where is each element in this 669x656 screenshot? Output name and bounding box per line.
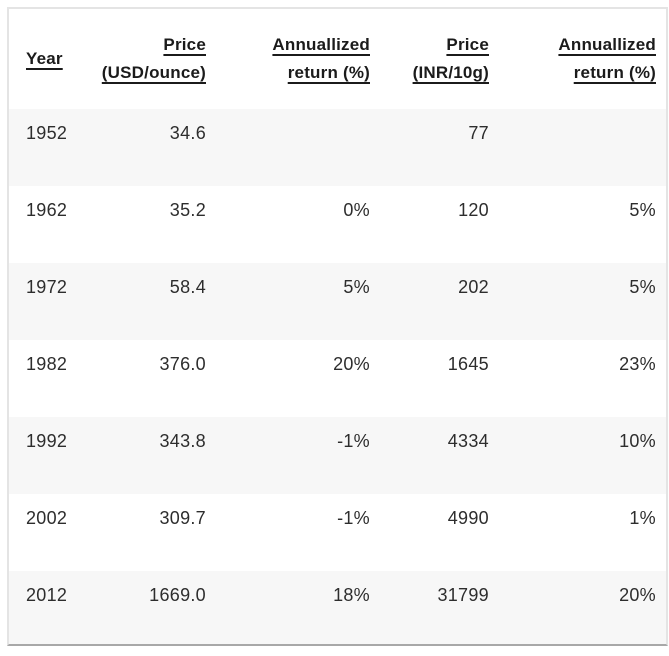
cell-price-inr: 77: [468, 123, 489, 143]
cell-year: 2012: [26, 585, 68, 605]
header-label-line2: (INR/10g): [412, 63, 489, 82]
cell-price-usd: 58.4: [169, 277, 206, 297]
cell-price-inr: 4990: [447, 508, 489, 528]
table-row: 1952 34.6 77: [9, 109, 666, 186]
cell-price-inr: 4334: [447, 431, 489, 451]
column-header-price-inr[interactable]: Price (INR/10g): [380, 9, 499, 109]
cell-year: 1952: [26, 123, 68, 143]
header-label: Price: [163, 35, 206, 54]
cell-return-inr: 5%: [629, 200, 656, 220]
cell-return-inr: [499, 109, 666, 186]
table-body: 1952 34.6 77 1962 35.2 0% 120 5% 1972 58…: [9, 109, 666, 644]
table-row: 2012 1669.0 18% 31799 20%: [9, 571, 666, 644]
gold-price-table: Year Price (USD/ounce) Annuallized retur…: [7, 7, 668, 646]
cell-price-inr: 202: [458, 277, 489, 297]
table-row: 1962 35.2 0% 120 5%: [9, 186, 666, 263]
cell-return-usd: 5%: [343, 277, 370, 297]
cell-return-usd: -1%: [337, 431, 370, 451]
cell-year: 2002: [26, 508, 68, 528]
cell-return-usd: 18%: [333, 585, 370, 605]
table-row: 1982 376.0 20% 1645 23%: [9, 340, 666, 417]
cell-return-inr: 23%: [619, 354, 656, 374]
header-label: Annuallized: [272, 35, 370, 54]
cell-price-usd: 1669.0: [149, 585, 206, 605]
cell-year: 1992: [26, 431, 68, 451]
cell-return-inr: 20%: [619, 585, 656, 605]
cell-price-usd: 34.6: [169, 123, 206, 143]
cell-price-usd: 376.0: [159, 354, 206, 374]
cell-price-usd: 343.8: [159, 431, 206, 451]
column-header-return-inr[interactable]: Annuallized return (%): [499, 9, 666, 109]
cell-return-usd: -1%: [337, 508, 370, 528]
header-label-line2: (USD/ounce): [101, 63, 206, 82]
column-header-year[interactable]: Year: [9, 9, 91, 109]
cell-return-usd: 20%: [333, 354, 370, 374]
table-row: 1992 343.8 -1% 4334 10%: [9, 417, 666, 494]
header-label: Annuallized: [558, 35, 656, 54]
cell-return-inr: 1%: [629, 508, 656, 528]
column-header-return-usd[interactable]: Annuallized return (%): [216, 9, 380, 109]
cell-year: 1982: [26, 354, 68, 374]
cell-return-usd: [216, 109, 380, 186]
table-header-row: Year Price (USD/ounce) Annuallized retur…: [9, 9, 666, 109]
cell-year: 1972: [26, 277, 68, 297]
header-label: Price: [446, 35, 489, 54]
header-label-line2: return (%): [287, 63, 370, 82]
table-row: 1972 58.4 5% 202 5%: [9, 263, 666, 340]
table-row: 2002 309.7 -1% 4990 1%: [9, 494, 666, 571]
header-label-line2: return (%): [573, 63, 656, 82]
cell-price-inr: 120: [458, 200, 489, 220]
cell-return-inr: 5%: [629, 277, 656, 297]
column-header-price-usd[interactable]: Price (USD/ounce): [91, 9, 216, 109]
cell-price-usd: 35.2: [169, 200, 206, 220]
cell-return-inr: 10%: [619, 431, 656, 451]
cell-price-usd: 309.7: [159, 508, 206, 528]
cell-price-inr: 1645: [447, 354, 489, 374]
header-label: Year: [26, 49, 63, 68]
cell-price-inr: 31799: [437, 585, 489, 605]
cell-year: 1962: [26, 200, 68, 220]
cell-return-usd: 0%: [343, 200, 370, 220]
